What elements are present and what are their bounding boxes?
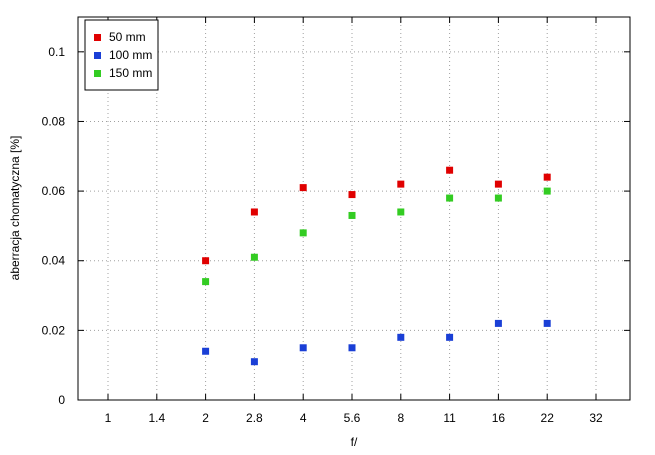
y-tick-label: 0.02 xyxy=(42,323,66,337)
legend-label: 150 mm xyxy=(109,66,152,80)
series-150-mm xyxy=(202,187,551,286)
x-tick-label: 2 xyxy=(202,411,209,425)
data-point xyxy=(202,257,210,265)
y-tick-label: 0.06 xyxy=(42,184,66,198)
y-axis-title: aberracja chomatyczna [%] xyxy=(8,136,22,281)
data-point xyxy=(348,344,356,352)
x-tick-label: 32 xyxy=(589,411,603,425)
axis-ticks: 1 1.4 2 2.8 4 5.6 8 11 16 22 32 0 0.02 0.04 0.06 0.08 0.… xyxy=(42,17,630,425)
legend-marker xyxy=(94,70,101,77)
y-tick-label: 0.1 xyxy=(48,45,65,59)
data-point xyxy=(348,211,356,219)
data-point xyxy=(299,344,307,352)
data-point xyxy=(202,278,210,286)
data-point xyxy=(397,180,405,188)
data-point xyxy=(397,208,405,216)
x-tick-label: 1.4 xyxy=(148,411,165,425)
series-100-mm xyxy=(202,319,551,366)
data-point xyxy=(446,166,454,174)
data-point xyxy=(446,194,454,202)
y-tick-label: 0.08 xyxy=(42,114,66,128)
data-point xyxy=(299,229,307,237)
data-point xyxy=(397,333,405,341)
y-tick-label: 0.04 xyxy=(42,254,66,268)
data-point xyxy=(543,187,551,195)
data-point xyxy=(250,253,258,261)
data-point xyxy=(348,191,356,199)
legend-label: 100 mm xyxy=(109,48,152,62)
x-tick-label: 11 xyxy=(443,411,456,425)
x-tick-label: 5.6 xyxy=(344,411,361,425)
x-axis-title: f/ xyxy=(351,435,358,449)
x-tick-label: 1 xyxy=(105,411,112,425)
x-tick-label: 8 xyxy=(397,411,404,425)
x-tick-label: 4 xyxy=(300,411,307,425)
data-point xyxy=(299,184,307,192)
plot-frame xyxy=(77,16,631,401)
x-tick-label: 22 xyxy=(541,411,555,425)
y-tick-label: 0 xyxy=(58,393,65,407)
data-point xyxy=(543,173,551,181)
data-point xyxy=(494,194,502,202)
grid xyxy=(78,17,630,400)
legend: 50 mm 100 mm 150 mm xyxy=(84,19,159,91)
x-tick-label: 16 xyxy=(492,411,506,425)
data-point xyxy=(494,180,502,188)
series-50-mm xyxy=(202,166,551,265)
legend-marker xyxy=(94,52,101,59)
legend-label: 50 mm xyxy=(109,30,146,44)
data-point xyxy=(202,347,210,355)
data-point xyxy=(446,333,454,341)
data-point xyxy=(250,208,258,216)
data-point xyxy=(494,319,502,327)
x-tick-label: 2.8 xyxy=(246,411,263,425)
legend-marker xyxy=(94,34,101,41)
data-point xyxy=(250,358,258,366)
data-points xyxy=(202,166,551,366)
data-point xyxy=(543,319,551,327)
